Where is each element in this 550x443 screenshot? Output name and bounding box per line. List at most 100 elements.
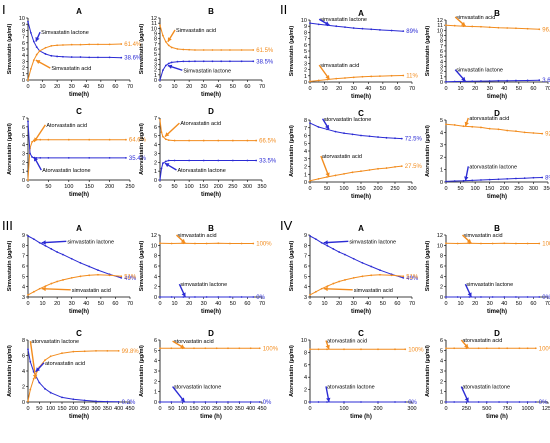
y-tick-label: 6 [440,338,443,344]
data-point-blue [351,133,354,136]
annotation-label: simvastatin lactone [180,282,227,288]
end-label-blue: 0% [263,400,272,406]
x-tick-label: 50 [380,301,386,307]
end-label-orange: 51% [124,274,137,280]
x-tick-label: 250 [462,406,471,412]
y-tick-label: 3 [304,295,307,301]
y-tick-label: 2 [154,379,157,385]
y-tick-label: 3 [154,63,157,69]
x-tick-label: 0 [444,186,447,192]
y-tick-label: 2 [154,285,157,291]
x-tick-label: 0 [26,406,29,412]
data-point-orange [50,45,53,47]
data-point-blue [488,80,491,82]
y-tick-label: 8 [154,254,157,260]
x-tick-label: 250 [228,184,237,190]
annotation-label: atorvastatin lactone [469,164,517,170]
data-point-orange [194,49,196,51]
x-tick-label: 20 [186,84,192,90]
data-point-orange [379,75,381,78]
data-point-blue [88,156,91,159]
data-point-orange [202,49,205,51]
data-point-blue [379,269,381,272]
x-tick-label: 200 [500,186,509,192]
annotation-label: atorvastatin lactone [31,339,79,345]
data-point-orange [30,67,32,70]
data-point-blue [317,126,320,128]
y-tick-label: 5 [440,54,443,60]
data-point-blue [506,178,509,180]
y-tick-label: 1 [22,169,25,175]
x-tick-label: 0 [158,84,161,90]
y-axis-label: Simvastatin (µg/ml) [139,241,145,292]
data-point-orange [62,279,64,281]
x-tick-label: 0 [444,406,447,412]
annotation-arrowhead [467,292,472,297]
data-point-blue [526,401,529,403]
y-tick-label: 5 [22,47,25,53]
data-point-orange [50,282,53,285]
annotation-arrowhead [35,60,41,64]
panel-letter: C [76,107,82,116]
end-label-orange: 96.4% [542,27,550,33]
data-point-orange [38,287,41,290]
x-axis-label: time(h) [69,92,89,98]
x-tick-label: 100 [339,186,348,192]
annotation-arrowhead [461,76,466,82]
y-tick-label: 0 [304,80,307,86]
data-point-blue [83,399,86,402]
data-point-blue [38,241,41,244]
data-point-blue [480,296,482,298]
chart-i-c: C 0 50 100 150 200 250 0 1 2 3 4 5 6 7 time(h) Atorvasta… [7,107,147,198]
data-point-blue [246,159,249,162]
data-point-blue [258,401,261,403]
data-point-orange [173,139,176,142]
x-tick-label: 0 [26,84,29,90]
data-point-blue [238,401,241,403]
data-point-orange [368,169,371,171]
x-axis-label: time(h) [487,94,507,100]
x-tick-label: 70 [545,301,550,307]
data-point-orange [194,242,196,245]
data-point-blue [526,79,529,82]
y-tick-label: 8 [154,37,157,43]
annotation-arrowhead [325,344,330,350]
x-tick-label: 50 [230,84,236,90]
data-point-orange [204,347,207,350]
data-point-orange [83,350,86,353]
end-label-blue: 49% [406,276,419,282]
y-axis-label: Simvastatin (µg/ml) [289,241,295,292]
data-point-orange [453,24,456,27]
x-tick-label: 400 [246,406,255,412]
data-point-blue [352,257,355,260]
data-point-blue [252,296,255,298]
x-tick-label: 20 [472,86,478,92]
data-point-blue [95,400,97,403]
data-point-orange [400,165,403,168]
y-tick-label: 7 [304,126,307,132]
y-tick-label: 7 [22,254,25,260]
data-point-orange [240,49,243,51]
data-point-orange [167,139,170,142]
data-point-orange [97,273,99,276]
data-point-orange [320,287,323,290]
data-point-orange [108,43,111,46]
x-tick-label: 250 [212,406,221,412]
data-point-blue [402,30,405,33]
data-point-blue [120,276,123,279]
y-tick-label: 0 [154,78,157,84]
data-point-blue [453,80,456,83]
data-point-orange [88,43,91,46]
data-point-blue [338,251,341,253]
annotation-arrowhead [325,172,330,177]
annotation-arrowhead [35,37,40,42]
data-point-orange [159,24,161,27]
data-point-orange [526,242,529,245]
data-point-blue [506,79,509,82]
data-point-orange [227,347,229,350]
section-label-i: I [2,2,6,17]
y-tick-label: 8 [304,243,307,249]
x-tick-label: 300 [91,406,100,412]
data-point-blue [217,296,220,298]
data-point-orange [538,28,541,31]
